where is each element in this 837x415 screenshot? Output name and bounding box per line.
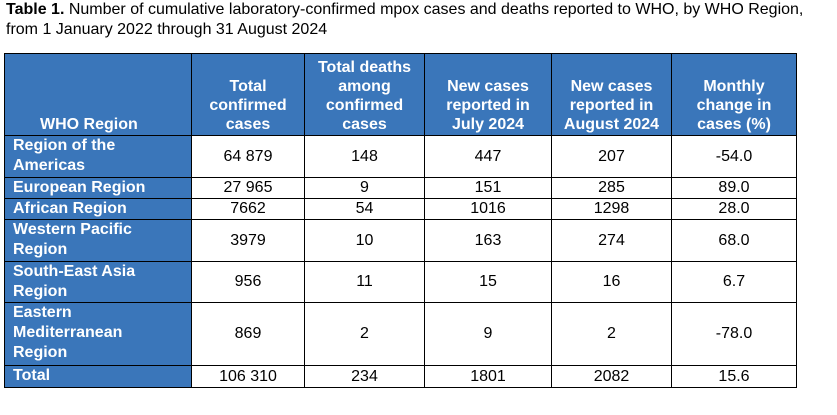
cell-change: -54.0 xyxy=(671,135,797,178)
row-region-label: Total xyxy=(4,365,192,388)
header-row: WHO Region Total confirmed cases Total d… xyxy=(4,53,797,136)
row-region-label: Eastern Mediterranean Region xyxy=(4,302,192,366)
cell-change: 68.0 xyxy=(671,219,797,262)
cell-august: 207 xyxy=(551,135,672,178)
cell-july: 151 xyxy=(424,177,552,199)
column-header-confirmed: Total confirmed cases xyxy=(191,53,305,136)
cell-deaths: 11 xyxy=(304,261,425,303)
table-row: Region of the Americas 64 879 148 447 20… xyxy=(4,135,797,178)
cell-august: 2082 xyxy=(551,365,672,388)
column-header-july: New cases reported in July 2024 xyxy=(424,53,552,136)
table-row: South-East Asia Region 956 11 15 16 6.7 xyxy=(4,261,797,303)
cell-change: -78.0 xyxy=(671,302,797,366)
column-header-august: New cases reported in August 2024 xyxy=(551,53,672,136)
cell-deaths: 234 xyxy=(304,365,425,388)
cell-july: 9 xyxy=(424,302,552,366)
table-caption: Table 1. Number of cumulative laboratory… xyxy=(6,0,831,40)
cell-confirmed: 7662 xyxy=(191,198,305,220)
row-region-label: European Region xyxy=(4,177,192,199)
cell-july: 1016 xyxy=(424,198,552,220)
cell-deaths: 9 xyxy=(304,177,425,199)
cell-confirmed: 64 879 xyxy=(191,135,305,178)
cell-august: 16 xyxy=(551,261,672,303)
column-header-region: WHO Region xyxy=(4,53,192,136)
cell-deaths: 148 xyxy=(304,135,425,178)
row-region-label: Western Pacific Region xyxy=(4,219,192,262)
cell-august: 2 xyxy=(551,302,672,366)
cell-deaths: 54 xyxy=(304,198,425,220)
cell-july: 447 xyxy=(424,135,552,178)
table-row: European Region 27 965 9 151 285 89.0 xyxy=(4,177,797,199)
row-region-label: South-East Asia Region xyxy=(4,261,192,303)
cell-confirmed: 27 965 xyxy=(191,177,305,199)
mpox-cases-table: WHO Region Total confirmed cases Total d… xyxy=(4,53,797,388)
cell-deaths: 10 xyxy=(304,219,425,262)
caption-text: Number of cumulative laboratory-confirme… xyxy=(6,1,804,38)
row-region-label: African Region xyxy=(4,198,192,220)
cell-july: 15 xyxy=(424,261,552,303)
caption-label: Table 1. xyxy=(6,1,65,18)
cell-august: 274 xyxy=(551,219,672,262)
table-row: African Region 7662 54 1016 1298 28.0 xyxy=(4,198,797,220)
table-row-total: Total 106 310 234 1801 2082 15.6 xyxy=(4,365,797,388)
row-region-label: Region of the Americas xyxy=(4,135,192,178)
cell-confirmed: 956 xyxy=(191,261,305,303)
cell-change: 6.7 xyxy=(671,261,797,303)
cell-confirmed: 3979 xyxy=(191,219,305,262)
column-header-change: Monthly change in cases (%) xyxy=(671,53,797,136)
cell-august: 1298 xyxy=(551,198,672,220)
table-row: Western Pacific Region 3979 10 163 274 6… xyxy=(4,219,797,262)
table-row: Eastern Mediterranean Region 869 2 9 2 -… xyxy=(4,302,797,366)
cell-confirmed: 869 xyxy=(191,302,305,366)
cell-change: 28.0 xyxy=(671,198,797,220)
cell-confirmed: 106 310 xyxy=(191,365,305,388)
cell-july: 163 xyxy=(424,219,552,262)
column-header-deaths: Total deaths among confirmed cases xyxy=(304,53,425,136)
cell-change: 15.6 xyxy=(671,365,797,388)
cell-change: 89.0 xyxy=(671,177,797,199)
cell-july: 1801 xyxy=(424,365,552,388)
cell-august: 285 xyxy=(551,177,672,199)
cell-deaths: 2 xyxy=(304,302,425,366)
